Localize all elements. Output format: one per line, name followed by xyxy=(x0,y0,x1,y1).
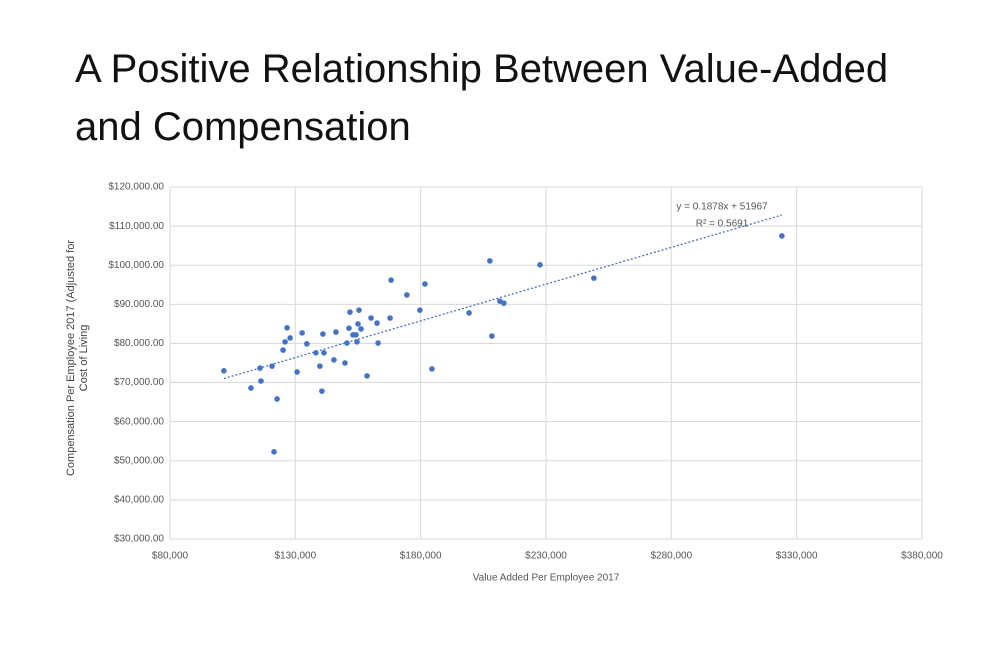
y-tick-label: $80,000.00 xyxy=(114,338,164,349)
point xyxy=(417,307,423,314)
point xyxy=(368,315,374,321)
point xyxy=(422,281,428,287)
x-tick-label: $330,000 xyxy=(776,551,818,562)
point xyxy=(347,309,353,315)
y-tick-label: $50,000.00 xyxy=(114,455,164,466)
point xyxy=(779,233,785,239)
y-tick-label: $100,000.00 xyxy=(108,260,164,271)
point xyxy=(388,277,394,283)
point xyxy=(353,332,359,338)
point xyxy=(346,325,352,331)
point xyxy=(364,373,370,379)
y-tick-label: $90,000.00 xyxy=(114,299,164,310)
point xyxy=(356,307,362,314)
y-tick-label: $40,000.00 xyxy=(114,495,164,506)
point xyxy=(320,331,326,337)
point xyxy=(294,369,300,375)
point xyxy=(387,315,393,321)
point xyxy=(537,262,543,268)
y-tick-label: $60,000.00 xyxy=(114,416,164,427)
x-tick-label: $230,000 xyxy=(525,551,567,562)
point xyxy=(274,396,280,402)
y-tick-label: $30,000.00 xyxy=(114,534,164,545)
point xyxy=(258,378,264,384)
x-axis-label: Value Added Per Employee 2017 xyxy=(473,573,620,584)
trendline xyxy=(223,214,783,380)
point xyxy=(319,388,325,394)
point xyxy=(284,325,290,331)
point xyxy=(429,366,435,372)
point xyxy=(331,357,337,363)
point xyxy=(355,321,361,327)
point xyxy=(317,363,323,369)
point xyxy=(489,333,495,339)
point xyxy=(299,330,305,336)
point xyxy=(358,326,364,332)
y-tick-label: $120,000.00 xyxy=(108,182,164,193)
point xyxy=(591,275,597,281)
point xyxy=(342,360,348,366)
point xyxy=(321,350,327,356)
y-tick-label: $110,000.00 xyxy=(109,221,164,232)
point xyxy=(287,335,293,341)
point xyxy=(333,329,339,335)
chart-title: A Positive Relationship Between Value-Ad… xyxy=(75,47,889,149)
point xyxy=(374,320,380,326)
point xyxy=(271,448,277,455)
x-tick-label: $130,000 xyxy=(274,551,316,562)
x-tick-label: $380,000 xyxy=(901,551,943,562)
x-tick-label: $280,000 xyxy=(650,551,692,562)
trendline-r2: R² = 0.5691 xyxy=(696,219,749,230)
point xyxy=(280,347,286,353)
point xyxy=(282,339,288,345)
point xyxy=(466,310,472,316)
point xyxy=(304,341,310,347)
x-tick-label: $80,000 xyxy=(152,551,189,562)
x-tick-label: $180,000 xyxy=(400,551,442,562)
point xyxy=(404,292,410,298)
y-tick-label: $70,000.00 xyxy=(114,377,164,388)
point xyxy=(375,340,381,346)
point xyxy=(501,300,507,306)
point xyxy=(487,258,493,264)
point xyxy=(221,368,227,374)
trendline-equation: y = 0.1878x + 51967 xyxy=(676,202,768,213)
point xyxy=(248,385,254,391)
